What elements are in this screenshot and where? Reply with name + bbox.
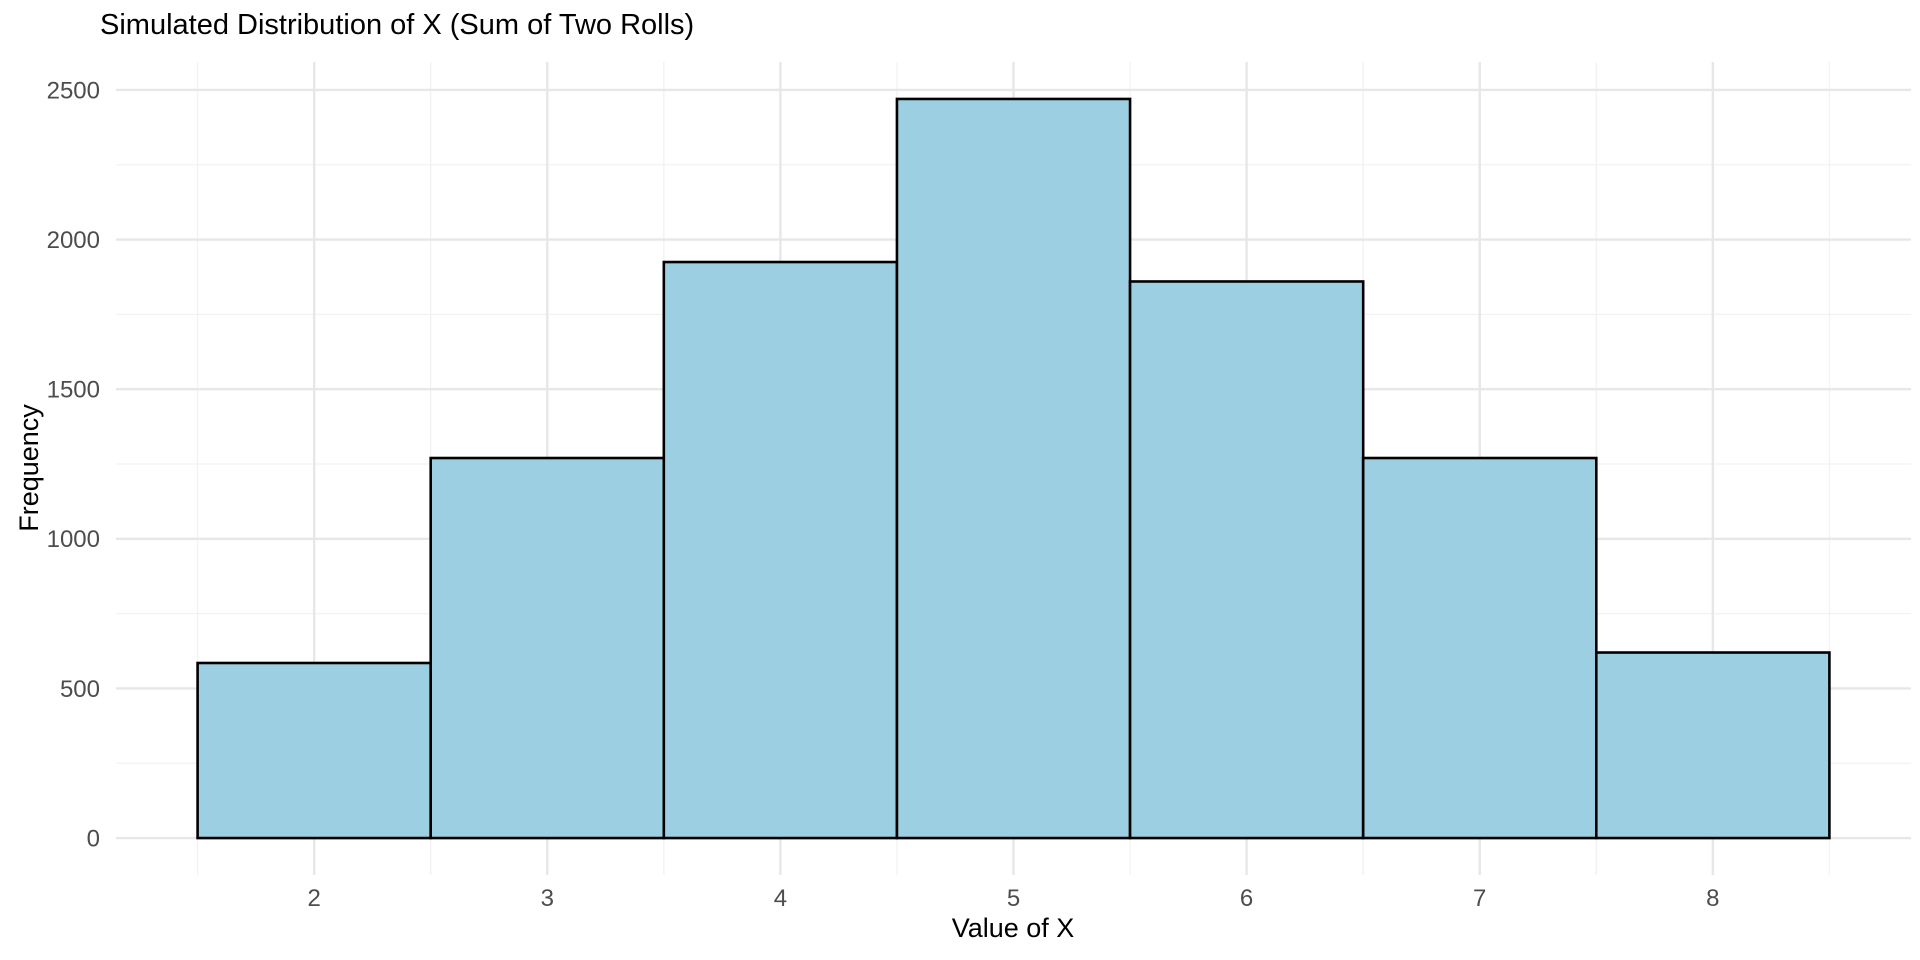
x-tick-label: 2 — [307, 885, 320, 912]
histogram-bar — [1128, 280, 1365, 840]
y-tick-label: 2000 — [47, 227, 100, 254]
x-tick-label: 4 — [774, 885, 787, 912]
y-tick-label: 0 — [87, 825, 100, 852]
x-tick-label: 6 — [1240, 885, 1253, 912]
histogram-bar — [895, 97, 1132, 840]
x-axis-title: Value of X — [952, 913, 1075, 943]
chart-title: Simulated Distribution of X (Sum of Two … — [100, 9, 694, 41]
y-tick-label: 500 — [60, 676, 100, 703]
x-tick-label: 8 — [1706, 885, 1719, 912]
y-axis-tick-labels: 0 500 1000 1500 2000 2500 — [47, 77, 100, 852]
y-axis-title: Frequency — [14, 404, 44, 532]
x-tick-label: 3 — [541, 885, 554, 912]
y-tick-label: 1000 — [47, 526, 100, 553]
histogram-bar — [429, 456, 666, 840]
y-tick-label: 1500 — [47, 377, 100, 404]
histogram-bar — [662, 260, 899, 840]
histogram-bar — [1361, 456, 1598, 840]
x-tick-label: 5 — [1007, 885, 1020, 912]
y-tick-label: 2500 — [47, 77, 100, 104]
histogram-bars — [196, 97, 1831, 840]
histogram-bar — [196, 661, 433, 840]
x-axis-tick-labels: 2 3 4 5 6 7 8 — [307, 885, 1719, 912]
x-tick-label: 7 — [1473, 885, 1486, 912]
histogram-bar — [1594, 651, 1831, 840]
